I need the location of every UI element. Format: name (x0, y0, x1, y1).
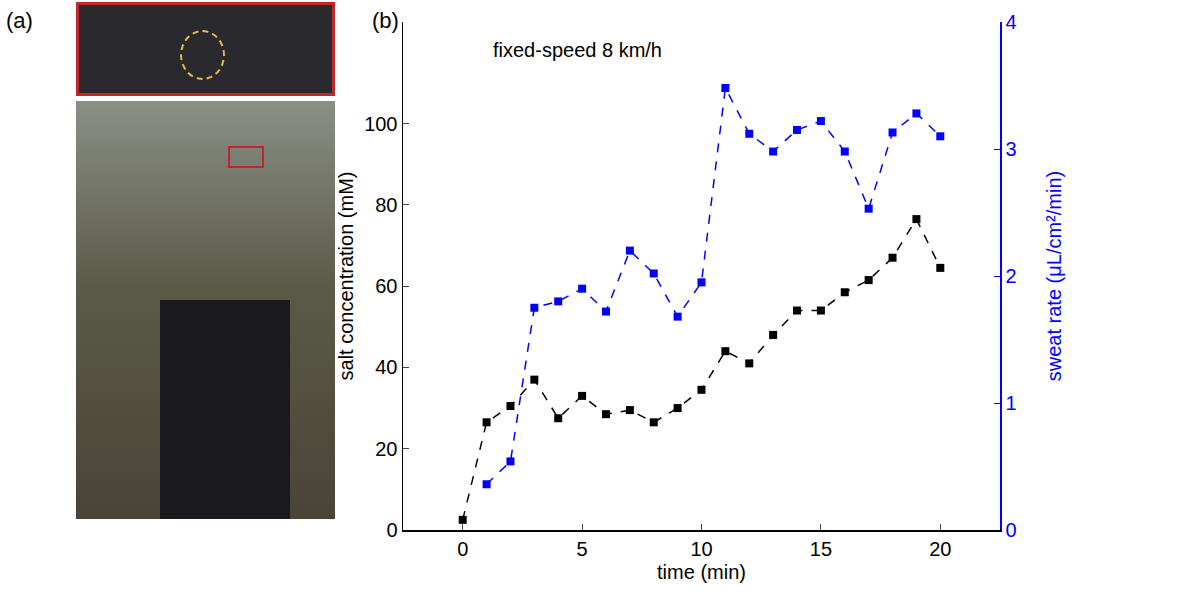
svg-text:10: 10 (690, 538, 712, 560)
svg-text:2: 2 (1006, 265, 1017, 287)
svg-text:time (min): time (min) (657, 561, 746, 583)
svg-text:20: 20 (929, 538, 951, 560)
svg-text:15: 15 (810, 538, 832, 560)
svg-text:0: 0 (457, 538, 468, 560)
svg-text:20: 20 (375, 438, 397, 460)
svg-text:4: 4 (1006, 11, 1017, 33)
svg-text:5: 5 (577, 538, 588, 560)
svg-text:salt concentration (mM): salt concentration (mM) (335, 172, 357, 381)
svg-text:sweat rate (μL/cm²/min): sweat rate (μL/cm²/min) (1043, 171, 1065, 381)
html-text:(b): (b) (372, 8, 399, 33)
svg-text:fixed-speed 8 km/h: fixed-speed 8 km/h (493, 39, 662, 61)
svg-text:1: 1 (1006, 392, 1017, 414)
svg-text:0: 0 (1006, 519, 1017, 541)
svg-text:100: 100 (364, 113, 397, 135)
svg-text:40: 40 (375, 356, 397, 378)
svg-text:80: 80 (375, 194, 397, 216)
svg-text:3: 3 (1006, 138, 1017, 160)
html-text:(a): (a) (6, 8, 33, 33)
svg-text:60: 60 (375, 275, 397, 297)
svg-text:0: 0 (386, 519, 397, 541)
